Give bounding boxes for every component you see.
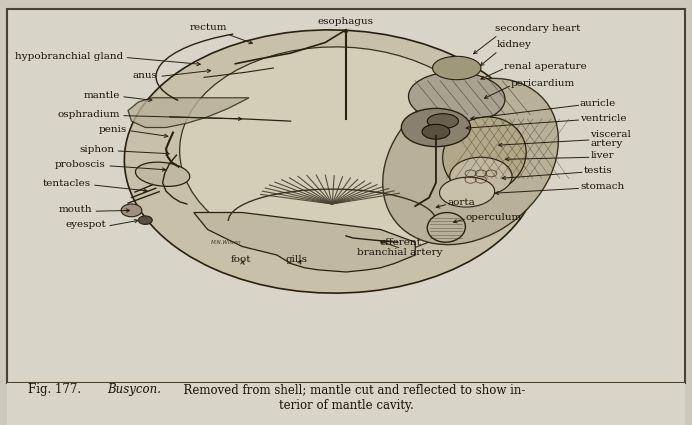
Text: artery: artery (590, 139, 623, 148)
Text: testis: testis (583, 166, 612, 176)
Ellipse shape (125, 30, 540, 293)
Text: branchial artery: branchial artery (357, 248, 443, 257)
Text: liver: liver (590, 151, 614, 161)
Text: terior of mantle cavity.: terior of mantle cavity. (279, 399, 413, 412)
Text: visceral: visceral (590, 130, 631, 139)
Text: hypobranchial gland: hypobranchial gland (15, 51, 123, 61)
Ellipse shape (443, 117, 526, 193)
Text: auricle: auricle (580, 99, 616, 108)
Text: operculum: operculum (466, 212, 522, 222)
Text: siphon: siphon (79, 145, 114, 154)
Text: rectum: rectum (190, 23, 227, 32)
Text: eyespot: eyespot (65, 220, 106, 230)
Text: aorta: aorta (447, 198, 475, 207)
Ellipse shape (180, 47, 498, 259)
Text: Fig. 177.: Fig. 177. (28, 383, 81, 396)
Ellipse shape (383, 78, 558, 245)
Ellipse shape (136, 162, 190, 187)
Text: stomach: stomach (580, 182, 624, 192)
Text: Busycon.: Busycon. (107, 383, 161, 396)
Text: pericardium: pericardium (511, 79, 575, 88)
Ellipse shape (401, 108, 471, 147)
Text: osphradium: osphradium (57, 110, 120, 119)
Text: gills: gills (285, 255, 307, 264)
Text: penis: penis (98, 125, 127, 134)
Text: M.N.Wilson: M.N.Wilson (211, 241, 242, 245)
Ellipse shape (432, 57, 481, 80)
Text: secondary heart: secondary heart (495, 24, 581, 33)
Text: tentacles: tentacles (42, 179, 91, 188)
Text: foot: foot (230, 255, 251, 264)
Text: anus: anus (133, 71, 158, 80)
Text: efferent: efferent (379, 238, 421, 247)
Text: proboscis: proboscis (55, 160, 106, 169)
Ellipse shape (427, 114, 458, 129)
Ellipse shape (427, 212, 466, 242)
Ellipse shape (439, 177, 495, 207)
Text: mantle: mantle (83, 91, 120, 100)
Text: renal aperature: renal aperature (504, 62, 587, 71)
Text: Removed from shell; mantle cut and reflected to show in-: Removed from shell; mantle cut and refle… (176, 383, 526, 396)
Bar (7, 382, 685, 425)
Ellipse shape (422, 125, 450, 139)
Bar (7, 8, 685, 382)
Polygon shape (194, 212, 415, 272)
Text: ventricle: ventricle (580, 114, 626, 123)
Polygon shape (128, 98, 249, 127)
Ellipse shape (450, 157, 512, 196)
Text: kidney: kidney (497, 40, 531, 49)
Text: mouth: mouth (58, 205, 92, 215)
Circle shape (121, 204, 142, 217)
Text: esophagus: esophagus (318, 17, 374, 26)
Ellipse shape (408, 72, 505, 123)
Circle shape (138, 216, 152, 224)
